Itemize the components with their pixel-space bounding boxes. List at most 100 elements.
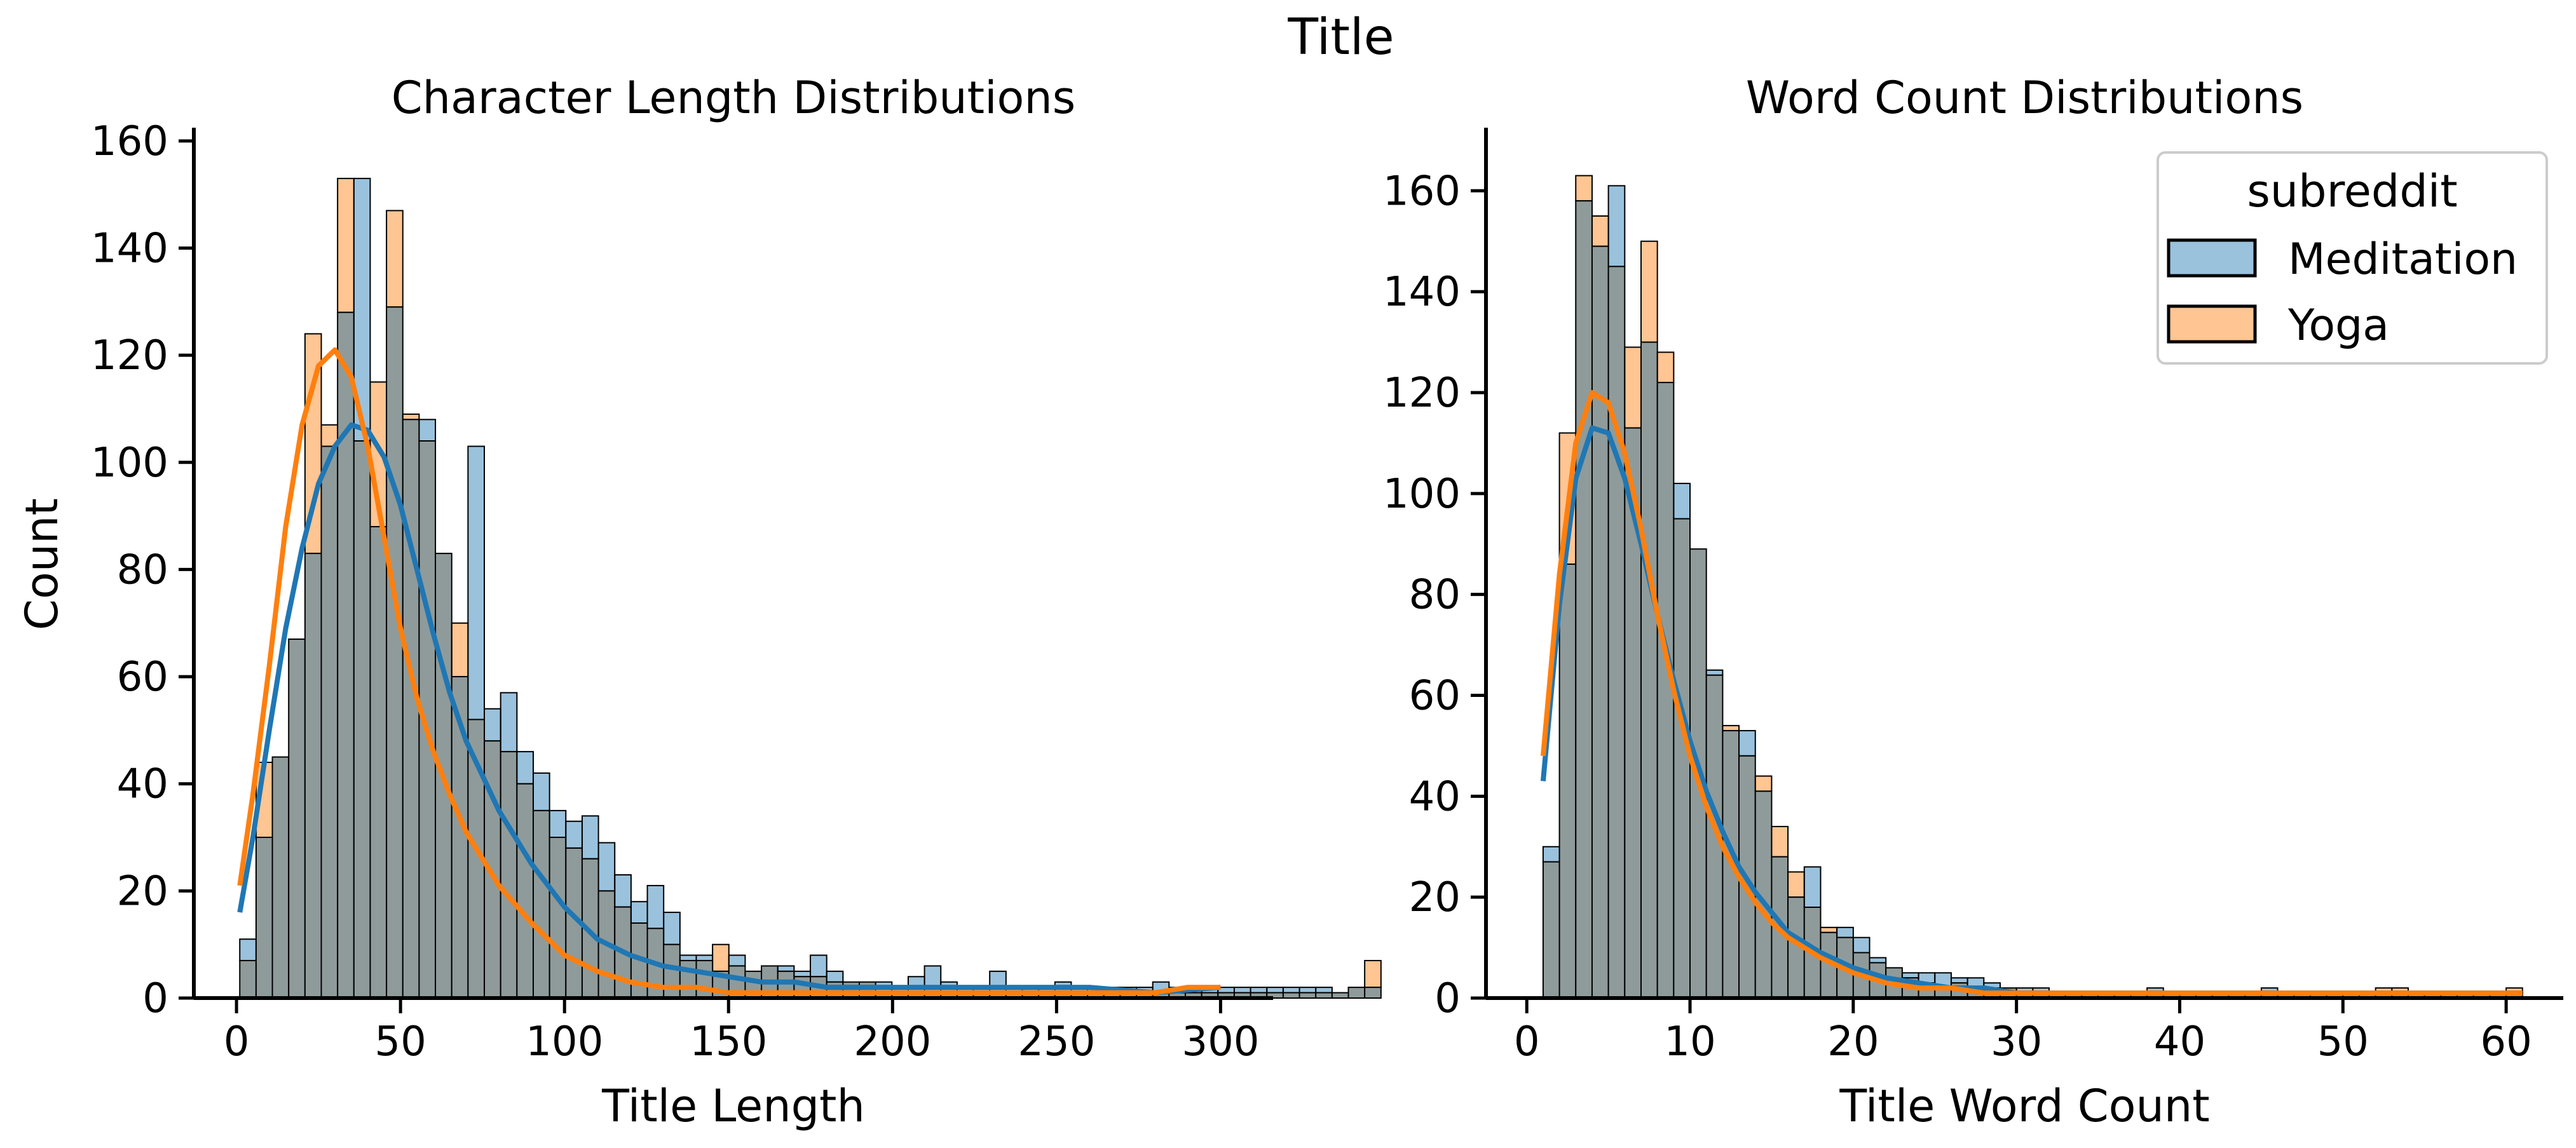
bar-yoga-excess: [1575, 175, 1593, 202]
y-tick-label: 140: [91, 226, 168, 273]
bar-meditation-excess: [1233, 987, 1251, 994]
bar-meditation-excess: [532, 772, 550, 811]
subplot-title: Character Length Distributions: [392, 72, 1075, 124]
y-tick-label: 160: [91, 118, 168, 165]
bar-overlap: [500, 751, 518, 999]
bar-overlap: [288, 638, 306, 999]
bar-meditation-excess: [1266, 987, 1284, 994]
bar-overlap: [695, 959, 714, 999]
bar-yoga-excess: [386, 210, 404, 308]
figure-title: Title: [1287, 9, 1394, 66]
bar-overlap: [1364, 987, 1382, 999]
bar-overlap: [1673, 518, 1691, 999]
bar-meditation-excess: [516, 751, 534, 785]
x-tick-label: 0: [224, 1018, 250, 1065]
bar-meditation-excess: [467, 445, 486, 720]
bar-meditation-excess: [1607, 185, 1626, 267]
bar-meditation-excess: [810, 954, 828, 978]
x-tick-label: 200: [854, 1018, 931, 1065]
bar-meditation-excess: [679, 954, 697, 961]
bar-meditation-excess: [581, 815, 599, 860]
bar-overlap: [1282, 992, 1300, 999]
y-tick-label: 80: [117, 546, 168, 593]
bar-yoga-excess: [451, 622, 469, 678]
x-tick-label: 20: [1827, 1018, 1879, 1065]
bar-overlap: [304, 553, 322, 999]
y-tick-label: 40: [1409, 773, 1461, 820]
bar-overlap: [663, 943, 681, 999]
y-tick-label: 60: [1409, 672, 1461, 719]
x-tick-label: 30: [1991, 1018, 2042, 1065]
bar-yoga-excess: [1722, 725, 1740, 732]
bar-yoga-excess: [1820, 926, 1838, 933]
y-tick-label: 40: [117, 761, 168, 808]
legend-label-yoga: Yoga: [2287, 301, 2389, 351]
kde-line-yoga: [1540, 390, 2523, 996]
bar-meditation-excess: [793, 970, 812, 978]
bar-overlap: [320, 445, 339, 999]
legend: subreddit Meditation Yoga: [2157, 151, 2548, 365]
bar-yoga-excess: [1754, 775, 1773, 792]
bar-yoga-excess: [402, 413, 420, 421]
bar-meditation-excess: [1950, 977, 1968, 984]
bar-meditation-excess: [630, 901, 648, 924]
y-tick-label: 0: [142, 975, 168, 1022]
y-tick-label: 20: [117, 868, 168, 915]
character-length-panel: 0 50 100 150 200 250 300 0 20 40 60 80 100 120 140 160 C…: [16, 72, 1382, 1132]
x-tick-label: 50: [2317, 1018, 2369, 1065]
bar-yoga-excess: [1656, 351, 1675, 384]
subplot-title: Word Count Distributions: [1746, 72, 2303, 124]
bar-meditation-excess: [239, 938, 257, 961]
bar-meditation-excess: [1542, 846, 1560, 863]
y-tick-label: 60: [117, 654, 168, 701]
y-tick-label: 120: [1383, 370, 1461, 417]
y-tick-label: 160: [1383, 168, 1461, 215]
bar-overlap: [1591, 245, 1609, 999]
x-tick-label: 50: [374, 1018, 426, 1065]
y-tick-label: 100: [1383, 471, 1461, 518]
bar-meditation-excess: [1298, 987, 1317, 994]
bar-meditation-excess: [418, 419, 437, 442]
bar-meditation-excess: [597, 842, 616, 892]
bar-meditation-excess: [1738, 730, 1756, 757]
y-axis-label: Count: [16, 498, 68, 630]
bar-meditation-excess: [663, 912, 681, 945]
bar-overlap: [1315, 992, 1333, 999]
x-tick-label: 150: [690, 1018, 767, 1065]
bar-overlap: [532, 809, 550, 999]
bar-meditation-excess: [1901, 972, 1919, 979]
bar-overlap: [1575, 200, 1593, 999]
bar-overlap: [1607, 266, 1626, 999]
x-tick-label: 100: [526, 1018, 603, 1065]
bar-overlap: [842, 981, 860, 999]
bar-meditation-excess: [1673, 482, 1691, 520]
x-tick-label: 60: [2480, 1018, 2532, 1065]
bar-meditation-excess: [1836, 926, 1854, 938]
bar-meditation-excess: [777, 965, 795, 972]
kde-line-meditation: [237, 422, 1221, 996]
bar-meditation-excess: [1282, 987, 1300, 994]
bar-overlap: [353, 440, 371, 999]
x-tick-label: 300: [1182, 1018, 1259, 1065]
bar-overlap: [337, 311, 355, 999]
bar-overlap: [1656, 382, 1675, 999]
bar-overlap: [549, 837, 567, 999]
bar-meditation-excess: [484, 708, 501, 742]
bar-overlap: [1298, 992, 1317, 999]
legend-label-meditation: Meditation: [2288, 234, 2518, 285]
bar-overlap: [418, 440, 437, 999]
histogram-bars: [239, 177, 1382, 999]
legend-swatch-meditation: [2167, 238, 2257, 278]
bar-overlap: [386, 306, 404, 999]
x-tick-label: 40: [2154, 1018, 2205, 1065]
bar-yoga-excess: [1624, 346, 1642, 429]
bar-yoga-excess: [1771, 825, 1789, 858]
bar-yoga-excess: [1591, 215, 1609, 247]
x-tick-label: 0: [1514, 1018, 1540, 1065]
bar-meditation-excess: [1803, 866, 1822, 908]
bar-overlap: [1542, 861, 1560, 999]
bar-overlap: [826, 981, 844, 999]
bar-meditation-excess: [549, 809, 567, 839]
bar-yoga-excess: [1640, 240, 1658, 343]
